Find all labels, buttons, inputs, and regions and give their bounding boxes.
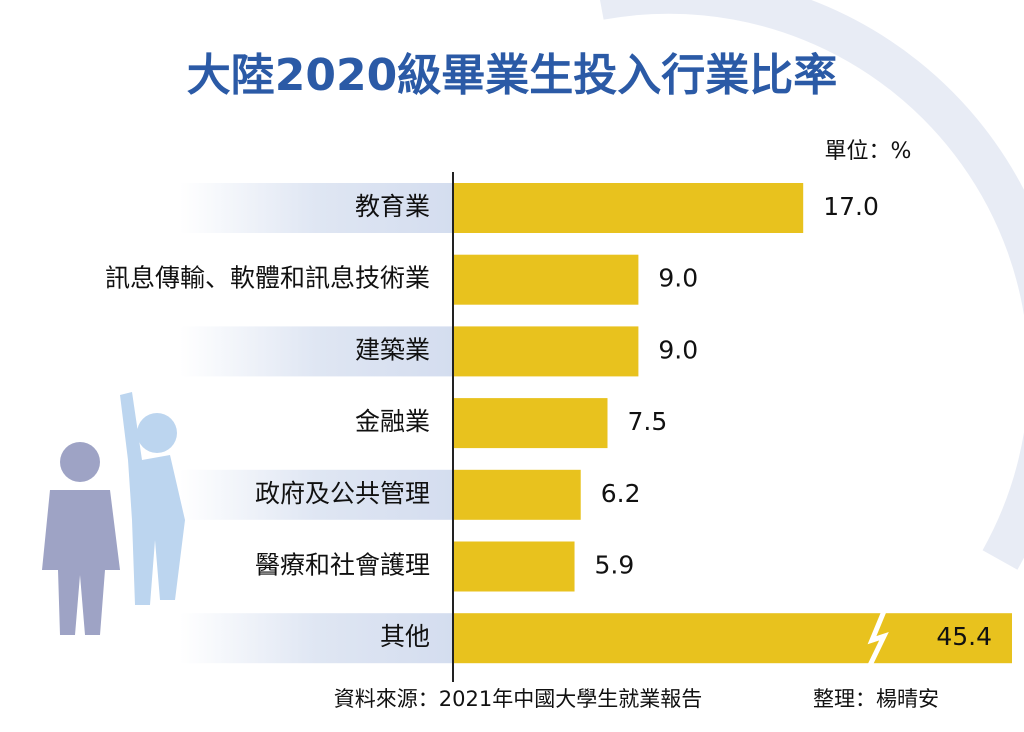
- bar: [453, 254, 639, 305]
- source-note: 資料來源：2021年中國大學生就業報告: [334, 687, 702, 711]
- value-label: 9.0: [658, 264, 698, 293]
- bar: [453, 398, 608, 449]
- category-label: 訊息傳輸、軟體和訊息技術業: [105, 264, 430, 293]
- bar: [453, 541, 575, 592]
- row-stripe: [180, 183, 453, 233]
- row-stripe: [180, 613, 453, 664]
- value-label: 5.9: [595, 551, 635, 580]
- category-label: 金融業: [355, 407, 430, 436]
- row-stripe: [180, 326, 453, 377]
- category-label: 醫療和社會護理: [255, 551, 430, 580]
- background-arc: [600, 0, 1024, 570]
- value-label: 17.0: [823, 192, 879, 221]
- figures: [42, 392, 185, 635]
- category-label: 政府及公共管理: [255, 479, 430, 508]
- bar-break: [867, 610, 889, 667]
- bar: [453, 183, 804, 233]
- credit-note: 整理：楊晴安: [813, 687, 939, 711]
- category-label: 其他: [380, 622, 430, 651]
- bar: [453, 326, 639, 377]
- value-label: 9.0: [658, 335, 698, 364]
- unit-label: 單位：%: [825, 139, 912, 164]
- category-label: 教育業: [355, 192, 430, 221]
- value-label: 7.5: [628, 407, 668, 436]
- bar: [453, 469, 581, 520]
- value-label: 45.4: [936, 622, 992, 651]
- bar: [453, 613, 1012, 664]
- value-label: 6.2: [601, 479, 641, 508]
- chart-title: 大陸2020級畢業生投入行業比率: [187, 50, 837, 101]
- category-label: 建築業: [355, 335, 430, 364]
- row-stripe: [180, 469, 453, 520]
